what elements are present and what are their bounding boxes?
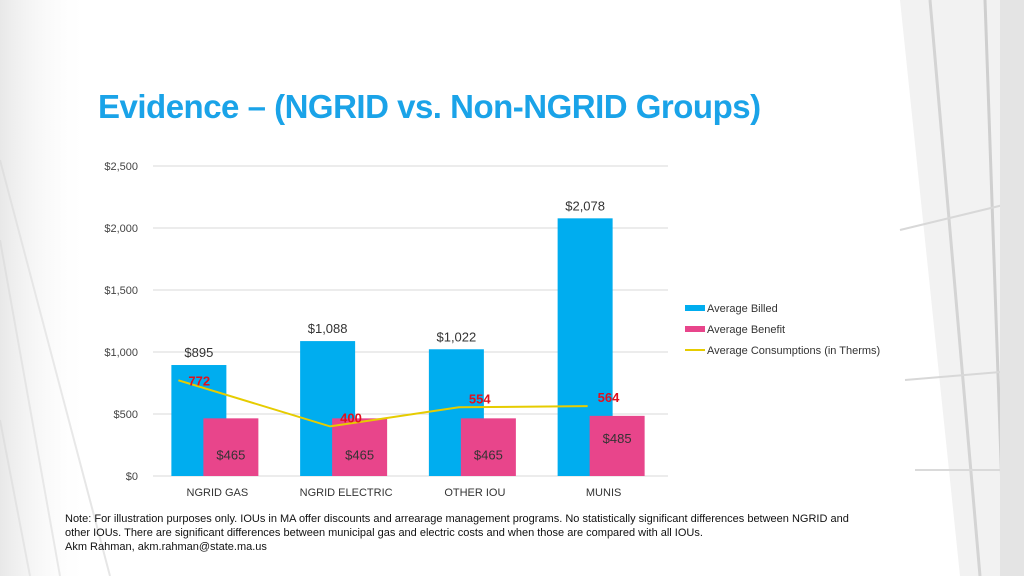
y-tick-label: $1,000 <box>104 347 138 359</box>
footnote: Note: For illustration purposes only. IO… <box>65 512 975 554</box>
legend-swatch-billed <box>685 305 705 311</box>
legend-swatch-benefit <box>685 326 705 332</box>
decorative-window-right <box>899 0 1024 576</box>
footnote-line-3: Akm Rahman, akm.rahman@state.ma.us <box>65 541 267 553</box>
line-average-consumption <box>178 379 588 428</box>
x-tick-label: OTHER IOU <box>444 487 505 499</box>
data-label-consumption: 564 <box>598 390 620 405</box>
data-label-benefit: $465 <box>345 447 374 462</box>
x-tick-label: NGRID ELECTRIC <box>300 487 393 499</box>
bar-average-benefit <box>589 415 645 476</box>
data-label-billed: $895 <box>184 345 213 360</box>
data-label-billed: $1,022 <box>436 329 476 344</box>
legend-label: Average Billed <box>707 303 778 315</box>
bar-average-benefit <box>460 418 516 476</box>
y-tick-label: $2,500 <box>104 161 138 173</box>
data-label-billed: $2,078 <box>565 198 605 213</box>
bar-average-benefit <box>332 418 388 476</box>
legend-label: Average Consumptions (in Therms) <box>707 345 880 357</box>
footnote-line-1: Note: For illustration purposes only. IO… <box>65 513 849 525</box>
y-tick-label: $0 <box>126 471 138 483</box>
y-tick-label: $1,500 <box>104 285 138 297</box>
data-label-consumption: 554 <box>469 391 491 406</box>
data-label-consumption: 400 <box>340 410 362 425</box>
footnote-line-2: other IOUs. There are significant differ… <box>65 527 703 539</box>
y-tick-label: $2,000 <box>104 223 138 235</box>
data-label-benefit: $485 <box>603 431 632 446</box>
y-tick-label: $500 <box>114 409 138 421</box>
x-tick-label: NGRID GAS <box>187 487 249 499</box>
legend-label: Average Benefit <box>707 324 785 336</box>
data-label-consumption: 772 <box>188 373 210 388</box>
data-label-billed: $1,088 <box>308 321 348 336</box>
data-label-benefit: $465 <box>474 447 503 462</box>
x-tick-label: MUNIS <box>586 487 621 499</box>
data-label-benefit: $465 <box>216 447 245 462</box>
slide-title: Evidence – (NGRID vs. Non-NGRID Groups) <box>98 88 761 125</box>
bar-average-benefit <box>203 418 259 476</box>
